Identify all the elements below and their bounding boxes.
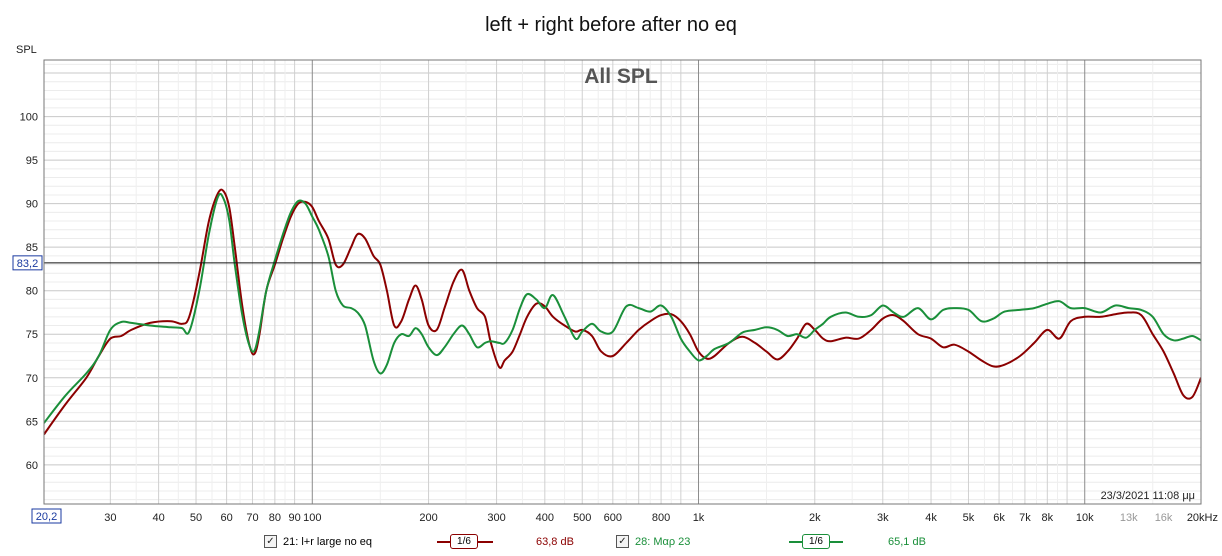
series-2-smoothing: 1/6 [809,536,823,547]
x-tick-label: 500 [573,512,591,524]
series-2-name: 28: Μαρ 23 [635,536,691,548]
x-start-readout: 20,2 [31,508,62,524]
x-tick-label: 100 [303,512,321,524]
timestamp: 23/3/2021 11:08 μμ [1101,490,1195,502]
series-1-level: 63,8 dB [536,536,574,548]
series-2-level: 65,1 dB [888,536,926,548]
spl-chart: left + right before after no eq SPL 60 65… [12,14,1218,524]
series-1-name: 21: l+r large no eq [283,536,372,548]
plot-frame [43,59,1202,505]
series-lines [44,188,1201,435]
y-tick-label: 90 [26,199,38,211]
x-tick-labels: 30 40 50 60 70 80 90 100 200 300 400 500 600 800 1k 2k 3… [104,512,1218,524]
y-tick-labels: 60 65 70 75 80 85 90 95 100 [20,112,38,472]
y-tick-label: 75 [26,329,38,341]
x-tick-label: 6k [993,512,1005,524]
x-tick-label: 13k [1120,512,1138,524]
x-tick-label: 300 [487,512,505,524]
x-tick-label: 90 [288,512,300,524]
x-tick-label: 50 [190,512,202,524]
x-tick-label: 70 [246,512,258,524]
y-axis-label: SPL [16,44,37,56]
x-tick-label: 8k [1041,512,1053,524]
series-line-2 [44,192,1201,424]
x-tick-label: 7k [1019,512,1031,524]
x-tick-label: 80 [269,512,281,524]
series-2-checkbox[interactable]: ✓ [616,535,629,548]
y-tick-label: 85 [26,242,38,254]
y-tick-label: 95 [26,155,38,167]
x-start-value: 20,2 [36,511,57,523]
x-tick-label: 800 [652,512,670,524]
x-tick-label: 1k [693,512,705,524]
chart-title: left + right before after no eq [485,14,737,36]
grid [44,60,1202,504]
y-tick-label: 100 [20,112,38,124]
x-tick-label: 40 [152,512,164,524]
x-tick-label: 16k [1155,512,1173,524]
x-tick-label: 200 [419,512,437,524]
x-tick-label: 30 [104,512,116,524]
series-1-checkbox[interactable]: ✓ [264,535,277,548]
x-tick-label: 2k [809,512,821,524]
cursor-value: 83,2 [17,258,38,270]
series-1-smoothing: 1/6 [457,536,471,547]
x-tick-label: 20kHz [1187,512,1218,524]
cursor-readout: 83,2 [12,255,43,271]
x-tick-label: 60 [220,512,232,524]
y-tick-label: 60 [26,460,38,472]
x-tick-label: 400 [536,512,554,524]
x-tick-label: 10k [1076,512,1094,524]
x-tick-label: 600 [604,512,622,524]
y-tick-label: 80 [26,286,38,298]
series-line-1 [44,188,1201,435]
x-tick-label: 4k [925,512,937,524]
chart-subtitle: All SPL [584,65,658,88]
legend: ✓ 21: l+r large no eq 1/6 63,8 dB ✓ 28: … [0,533,1222,553]
y-tick-label: 65 [26,416,38,428]
series-1-smoothing-button[interactable]: 1/6 [450,534,478,549]
x-tick-label: 3k [877,512,889,524]
x-tick-label: 5k [963,512,975,524]
series-2-smoothing-button[interactable]: 1/6 [802,534,830,549]
y-tick-label: 70 [26,373,38,385]
